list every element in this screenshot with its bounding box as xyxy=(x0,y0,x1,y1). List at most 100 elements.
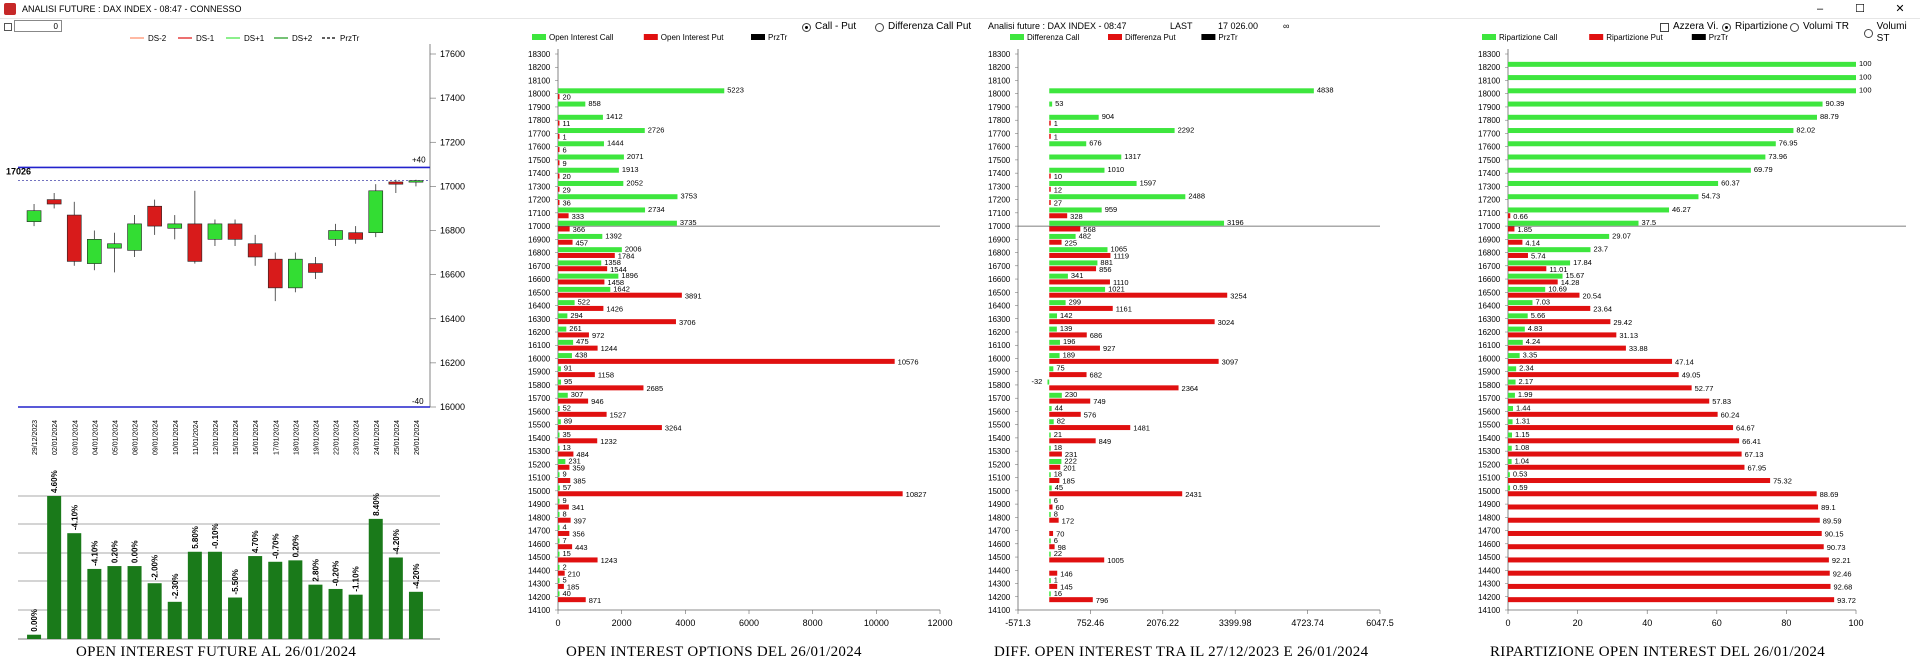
call-value-label: 341 xyxy=(1071,271,1084,280)
call-bar xyxy=(1508,260,1571,266)
radio-diff-call-put[interactable]: Differenza Call Put xyxy=(875,21,971,33)
call-value-label: 307 xyxy=(571,390,584,399)
strike-label: 18300 xyxy=(988,50,1011,59)
checkbox-azzera[interactable]: Azzera Vi. xyxy=(1660,21,1718,33)
put-value-label: 93.72 xyxy=(1837,596,1856,605)
call-bar xyxy=(1508,61,1856,67)
strike-label: 18000 xyxy=(528,90,551,99)
strike-label: 14300 xyxy=(1478,580,1501,589)
put-bar xyxy=(558,305,604,311)
oi-bar xyxy=(187,551,202,639)
strike-label: 14900 xyxy=(988,500,1011,509)
maximize-button[interactable]: ☐ xyxy=(1855,3,1865,15)
date-label: 09/01/2024 xyxy=(153,420,160,455)
y-tick-label: 16200 xyxy=(440,358,465,368)
put-value-label: 397 xyxy=(574,516,587,525)
strike-label: 14300 xyxy=(988,580,1011,589)
call-bar xyxy=(1049,101,1053,107)
put-value-label: 1158 xyxy=(598,371,614,380)
call-bar xyxy=(558,525,560,531)
strike-label: 14400 xyxy=(1478,566,1501,575)
put-value-label: 89.59 xyxy=(1823,516,1842,525)
close-button[interactable]: ✕ xyxy=(1895,3,1905,15)
call-value-label: 475 xyxy=(576,337,589,346)
date-label: 04/01/2024 xyxy=(92,420,99,455)
put-value-label: 33.88 xyxy=(1629,344,1648,353)
call-bar xyxy=(1508,419,1513,425)
call-bar xyxy=(1049,326,1057,332)
call-value-label: 3.35 xyxy=(1523,350,1538,359)
strike-label: 16400 xyxy=(988,302,1011,311)
call-bar xyxy=(1049,578,1051,584)
call-value-label: 4.83 xyxy=(1528,324,1543,333)
oi-bar xyxy=(207,551,222,639)
put-value-label: 10 xyxy=(1054,172,1062,181)
top-checkbox[interactable] xyxy=(4,23,12,31)
price-label: 17026 xyxy=(6,167,31,177)
put-bar xyxy=(1049,544,1055,550)
call-value-label: 9 xyxy=(563,496,567,505)
call-value-label: 4 xyxy=(563,523,567,532)
put-bar xyxy=(1049,120,1051,126)
call-bar xyxy=(1049,260,1098,266)
oi-bar xyxy=(167,601,182,639)
value-input[interactable]: 0 xyxy=(14,20,62,32)
call-value-label: 1021 xyxy=(1108,284,1125,293)
put-value-label: 66.41 xyxy=(1742,437,1761,446)
call-bar xyxy=(558,511,560,517)
strike-label: 17600 xyxy=(528,143,551,152)
call-bar xyxy=(1508,300,1533,306)
strike-label: 16800 xyxy=(528,249,551,258)
put-bar xyxy=(558,597,586,603)
put-value-label: 146 xyxy=(1060,569,1073,578)
strike-label: 14400 xyxy=(988,566,1011,575)
put-bar xyxy=(1049,173,1051,179)
diff-chart: Differenza Call Differenza Put PrzTr 18300 1… xyxy=(988,33,1394,628)
candle xyxy=(288,258,303,289)
legend-label: Open Interest Call xyxy=(549,33,614,42)
call-bar xyxy=(1049,180,1137,186)
put-value-label: 366 xyxy=(573,225,586,234)
date-label: 15/01/2024 xyxy=(233,420,240,455)
put-value-label: 210 xyxy=(568,569,581,578)
put-value-label: 225 xyxy=(1065,238,1078,247)
put-bar xyxy=(558,358,895,364)
call-value-label: 7.03 xyxy=(1535,298,1550,307)
strike-label: 15500 xyxy=(988,421,1011,430)
radio-ripartizione[interactable]: Ripartizione xyxy=(1722,21,1788,33)
y-tick-label: 17600 xyxy=(440,49,465,59)
radio-call-put[interactable]: Call - Put xyxy=(802,21,856,33)
legend-label: PrzTr xyxy=(768,33,788,42)
call-bar xyxy=(1049,392,1062,398)
call-value-label: 1358 xyxy=(604,258,621,267)
call-bar xyxy=(558,141,604,147)
radio-volumi-st[interactable]: Volumi ST xyxy=(1864,21,1920,45)
call-bar xyxy=(1508,141,1776,147)
put-bar xyxy=(1508,411,1718,417)
call-value-label: 8 xyxy=(1054,509,1058,518)
y-tick-label: 17000 xyxy=(440,181,465,191)
strike-label: 16300 xyxy=(988,315,1011,324)
oi-bar xyxy=(328,588,343,639)
call-value-label: 21 xyxy=(1054,430,1062,439)
call-bar xyxy=(1508,114,1817,120)
call-value-label: 294 xyxy=(570,311,583,320)
oi-bar xyxy=(107,566,122,639)
caption-options: OPEN INTEREST OPTIONS DEL 26/01/2024 xyxy=(566,644,862,660)
call-value-label: 1.44 xyxy=(1516,403,1531,412)
call-bar xyxy=(558,406,560,412)
call-value-label: 858 xyxy=(588,99,601,108)
call-value-label: 46.27 xyxy=(1672,205,1691,214)
date-label: 25/01/2024 xyxy=(394,420,401,455)
caption-future: OPEN INTEREST FUTURE AL 26/01/2024 xyxy=(76,644,357,660)
candle xyxy=(207,223,223,240)
put-value-label: 2431 xyxy=(1185,490,1202,499)
strike-label: 17200 xyxy=(988,196,1011,205)
put-bar xyxy=(1049,305,1113,311)
call-value-label: 18 xyxy=(1054,443,1062,452)
call-value-label: 90.39 xyxy=(1826,99,1845,108)
radio-volumi-tr[interactable]: Volumi TR xyxy=(1790,21,1849,33)
minimize-button[interactable]: – xyxy=(1816,3,1824,15)
put-bar xyxy=(1049,200,1051,206)
y-tick-label: 16400 xyxy=(440,314,465,324)
